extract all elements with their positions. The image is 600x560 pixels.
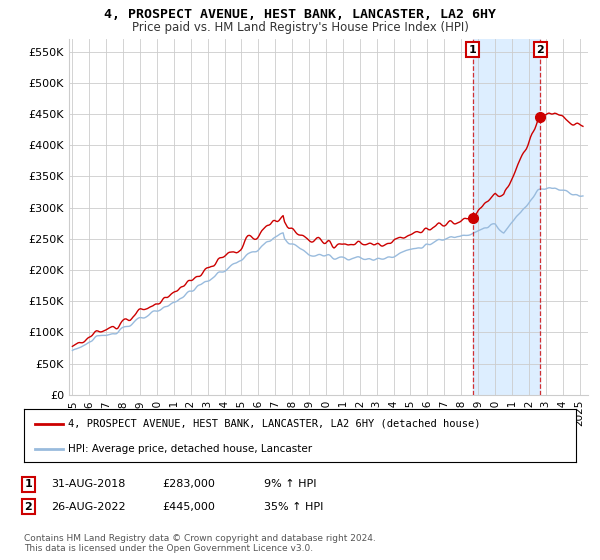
Text: £283,000: £283,000 [162,479,215,489]
Text: 35% ↑ HPI: 35% ↑ HPI [264,502,323,512]
Text: 31-AUG-2018: 31-AUG-2018 [51,479,125,489]
Text: £445,000: £445,000 [162,502,215,512]
Text: HPI: Average price, detached house, Lancaster: HPI: Average price, detached house, Lanc… [68,444,312,454]
Bar [473,39,540,395]
Text: 1: 1 [469,45,476,54]
Text: 9% ↑ HPI: 9% ↑ HPI [264,479,317,489]
Text: 2: 2 [25,502,32,512]
Text: 4, PROSPECT AVENUE, HEST BANK, LANCASTER, LA2 6HY: 4, PROSPECT AVENUE, HEST BANK, LANCASTER… [104,8,496,21]
Text: Price paid vs. HM Land Registry's House Price Index (HPI): Price paid vs. HM Land Registry's House … [131,21,469,34]
Text: 4, PROSPECT AVENUE, HEST BANK, LANCASTER, LA2 6HY (detached house): 4, PROSPECT AVENUE, HEST BANK, LANCASTER… [68,419,481,429]
Text: Contains HM Land Registry data © Crown copyright and database right 2024.
This d: Contains HM Land Registry data © Crown c… [24,534,376,553]
Text: 2: 2 [536,45,544,54]
Text: 26-AUG-2022: 26-AUG-2022 [51,502,125,512]
Text: 1: 1 [25,479,32,489]
